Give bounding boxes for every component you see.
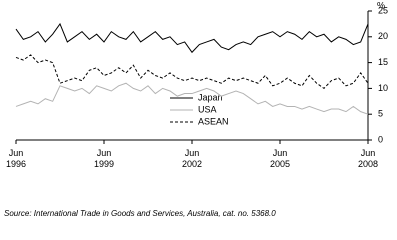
x-tick-label: Jun 1996	[5, 148, 27, 169]
x-tick-label: Jun 2008	[357, 148, 379, 169]
y-tick-label: 10	[378, 83, 388, 93]
y-tick-label: 20	[378, 31, 388, 41]
y-tick-label: 0	[378, 134, 383, 144]
y-tick-label: 25	[378, 5, 388, 15]
source-note: Source: International Trade in Goods and…	[4, 209, 276, 218]
y-axis-label: %	[377, 0, 385, 10]
y-tick-label: 15	[378, 57, 388, 67]
legend-label: Japan	[198, 92, 223, 102]
chart-wrap: % 0 5 10 15 20 25 Japan USA ASEAN Source: Intern…	[4, 0, 389, 218]
y-tick-label: 5	[378, 109, 383, 119]
series-line	[15, 82, 369, 115]
legend-label: USA	[198, 104, 217, 114]
x-tick-label: Jun 2005	[269, 148, 291, 169]
chart: % 0 5 10 15 20 25 Japan USA ASEAN	[15, 0, 388, 144]
series-line	[15, 54, 369, 90]
legend-label: ASEAN	[198, 116, 229, 126]
x-tick-label: Jun 2002	[181, 148, 203, 169]
series-line	[15, 22, 369, 54]
x-tick-label: Jun 1999	[93, 148, 115, 169]
